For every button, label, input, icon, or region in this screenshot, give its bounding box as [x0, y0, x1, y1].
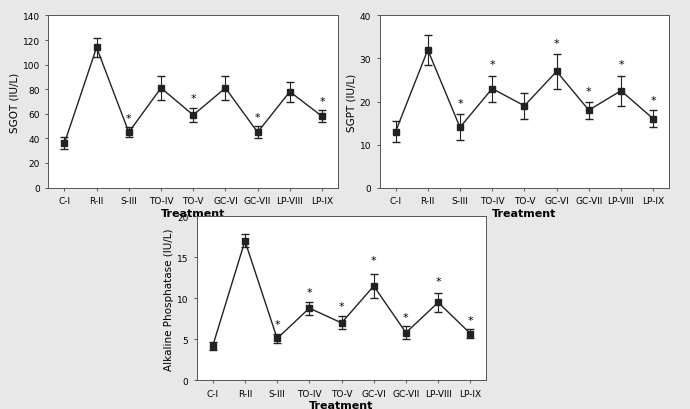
X-axis label: Treatment: Treatment: [309, 400, 374, 409]
Text: *: *: [306, 287, 312, 297]
Text: *: *: [468, 316, 473, 326]
Text: *: *: [618, 60, 624, 70]
Y-axis label: SGOT (IU/L): SGOT (IU/L): [10, 72, 20, 132]
Text: *: *: [371, 256, 377, 266]
Text: *: *: [586, 87, 591, 97]
Text: *: *: [126, 114, 132, 124]
X-axis label: Treatment: Treatment: [492, 208, 557, 218]
Text: *: *: [339, 302, 344, 312]
Text: *: *: [457, 99, 463, 109]
Text: *: *: [651, 96, 656, 106]
Text: *: *: [190, 94, 196, 104]
Text: *: *: [554, 38, 560, 49]
Text: *: *: [403, 312, 408, 322]
Text: *: *: [489, 60, 495, 70]
Text: *: *: [435, 276, 441, 286]
Y-axis label: Alkaline Phosphatase (IU/L): Alkaline Phosphatase (IU/L): [164, 227, 174, 370]
Text: *: *: [255, 112, 260, 123]
X-axis label: Treatment: Treatment: [161, 208, 226, 218]
Text: *: *: [319, 97, 325, 107]
Text: *: *: [275, 320, 280, 330]
Y-axis label: SGPT (IU/L): SGPT (IU/L): [347, 73, 357, 131]
